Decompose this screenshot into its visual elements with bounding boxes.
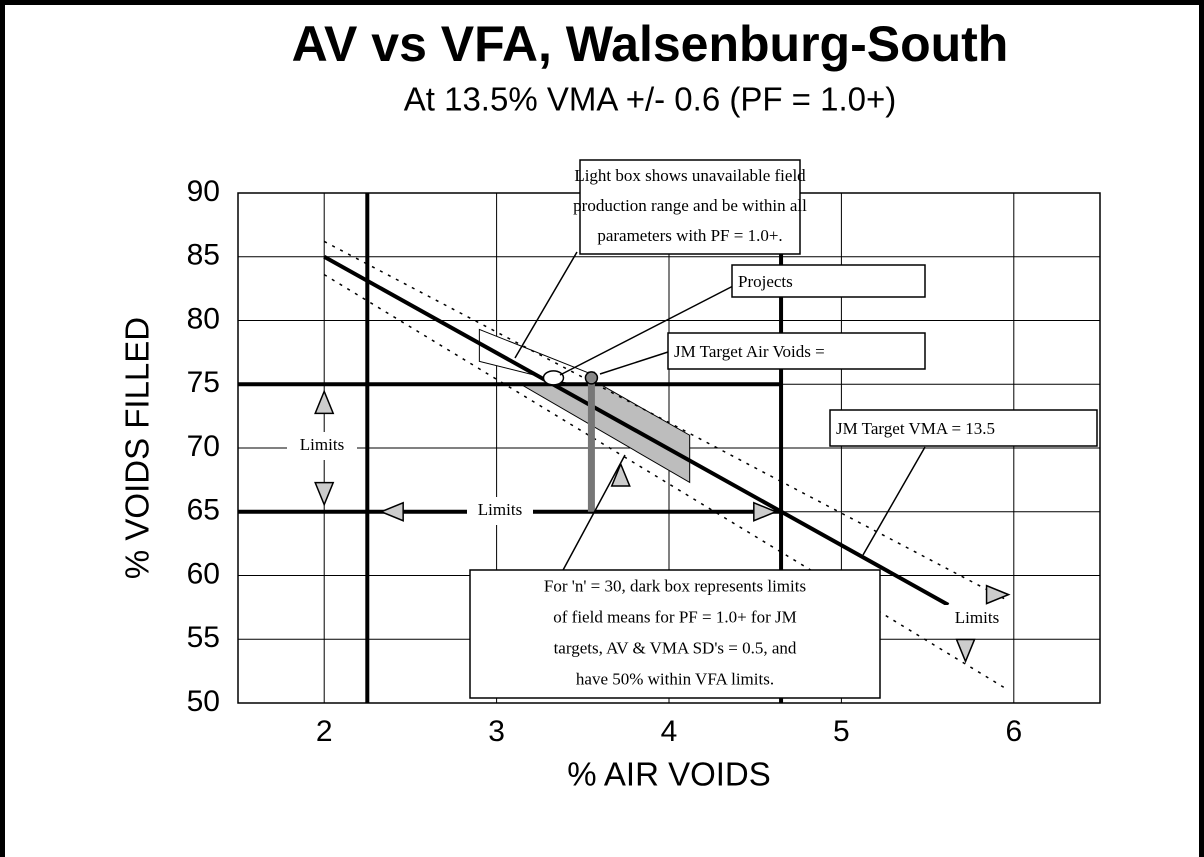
x-tick-label: 2 — [316, 715, 333, 748]
leader-line — [862, 446, 926, 556]
y-tick-label: 55 — [187, 621, 220, 654]
x-axis-label: % AIR VOIDS — [567, 756, 771, 793]
annotation-text: For 'n' = 30, dark box represents limits — [544, 576, 806, 595]
line — [323, 273, 1010, 691]
x-tick-label: 6 — [1005, 715, 1022, 748]
chart-subtitle: At 13.5% VMA +/- 0.6 (PF = 1.0+) — [404, 81, 897, 118]
limit-label: Limits — [955, 608, 999, 627]
annotation-text: JM Target VMA = 13.5 — [836, 419, 995, 438]
label-bg — [467, 497, 533, 525]
y-tick-label: 50 — [187, 685, 220, 718]
annotation-text: JM Target Air Voids = — [674, 342, 825, 361]
limit-label: Limits — [478, 500, 522, 519]
arrow — [955, 638, 976, 664]
arrow — [753, 501, 778, 522]
chart-title: AV vs VFA, Walsenburg-South — [292, 16, 1009, 72]
x-tick-label: 3 — [488, 715, 505, 748]
annotation-box — [579, 159, 801, 255]
leader-line — [559, 284, 736, 376]
annotation-box — [731, 264, 926, 298]
annotation-text: have 50% within VFA limits. — [576, 669, 774, 688]
x-tick-label: 4 — [661, 715, 678, 748]
y-axis-label: % VOIDS FILLED — [119, 317, 156, 579]
label-bg — [944, 605, 1010, 633]
label-bg — [287, 432, 357, 460]
y-tick-label: 60 — [187, 557, 220, 590]
annotation-box — [469, 569, 881, 699]
annotation-text: parameters with PF = 1.0+. — [597, 226, 782, 245]
limit-label: Limits — [300, 435, 344, 454]
annotation-box — [667, 332, 926, 370]
y-tick-label: 90 — [187, 175, 220, 208]
leader-line — [514, 251, 578, 359]
annotation-box — [829, 409, 1098, 447]
y-tick-label: 80 — [187, 302, 220, 335]
annotation-text: Light box shows unavailable field — [574, 166, 806, 185]
point — [584, 371, 599, 385]
y-tick-label: 85 — [187, 239, 220, 272]
arrow — [379, 501, 404, 522]
arrow — [610, 462, 631, 487]
y-tick-label: 65 — [187, 494, 220, 527]
arrow — [314, 389, 335, 415]
point — [542, 370, 565, 386]
leader-line — [599, 351, 669, 375]
arrow — [314, 481, 335, 507]
annotation-text: of field means for PF = 1.0+ for JM — [553, 607, 796, 626]
y-tick-label: 70 — [187, 430, 220, 463]
annotation-text: production range and be within all — [573, 196, 807, 215]
leader-line — [561, 454, 626, 573]
line — [323, 240, 1009, 602]
annotation-text: Projects — [738, 272, 793, 291]
arrow — [985, 584, 1011, 605]
line — [323, 255, 950, 607]
annotation-text: targets, AV & VMA SD's = 0.5, and — [554, 638, 797, 657]
x-tick-label: 5 — [833, 715, 850, 748]
y-tick-label: 75 — [187, 366, 220, 399]
